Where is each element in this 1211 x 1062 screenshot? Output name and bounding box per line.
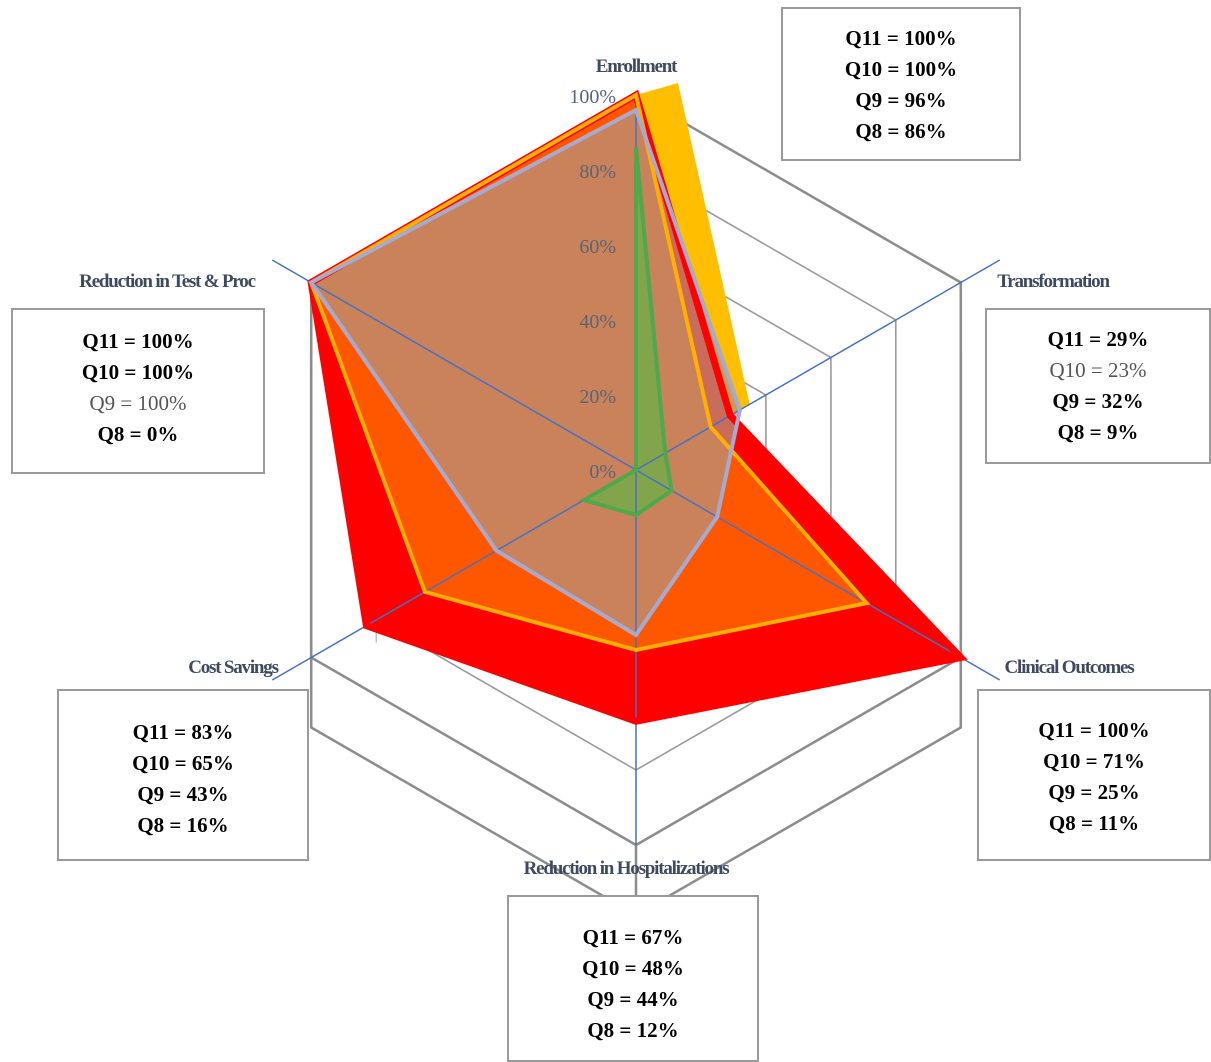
callout-line: Q11 = 100% bbox=[1038, 718, 1150, 742]
tick-label: 0% bbox=[589, 461, 616, 483]
spoke-line bbox=[635, 259, 1001, 471]
callout-clinical-outcomes: Q11 = 100% Q10 = 71% Q9 = 25% Q8 = 11% bbox=[977, 689, 1211, 861]
callout-line: Q8 = 9% bbox=[1057, 420, 1139, 444]
series-fill-q10-rim bbox=[636, 83, 750, 427]
callout-line: Q8 = 0% bbox=[97, 422, 179, 446]
callout-line: Q10 = 100% bbox=[81, 360, 195, 384]
callout-line: Q8 = 86% bbox=[855, 119, 947, 143]
axis-label: Cost Savings bbox=[188, 657, 278, 678]
axis-label: Transformation bbox=[997, 271, 1110, 292]
callout-line: Q10 = 48% bbox=[582, 956, 684, 980]
axis-label: Reduction in Test & Proc bbox=[79, 271, 255, 292]
radar-series-lines bbox=[307, 89, 968, 725]
callout-line: Q8 = 12% bbox=[587, 1018, 679, 1042]
callout-line: Q9 = 25% bbox=[1048, 780, 1140, 804]
tick-label: 60% bbox=[579, 236, 616, 258]
axis-label: Clinical Outcomes bbox=[1005, 657, 1135, 678]
tick-label: 20% bbox=[579, 386, 616, 408]
axis-label: Enrollment bbox=[596, 56, 678, 77]
callout-line: Q11 = 100% bbox=[845, 26, 957, 50]
radar-tick-labels: 0% 20% 40% 60% 80% 100% bbox=[569, 86, 616, 483]
callout-cost-savings: Q11 = 83% Q10 = 65% Q9 = 43% Q8 = 16% bbox=[57, 689, 309, 861]
radar-axis-labels: Enrollment Transformation Clinical Outcome… bbox=[79, 56, 1135, 879]
callout-line: Q11 = 29% bbox=[1047, 327, 1149, 351]
callout-line: Q10 = 23% bbox=[1049, 358, 1147, 382]
spoke-line bbox=[635, 469, 1001, 681]
tick-label: 80% bbox=[579, 161, 616, 183]
callout-line: Q9 = 44% bbox=[587, 987, 679, 1011]
callout-reduction-in-test-proc: Q11 = 100% Q10 = 100% Q9 = 100% Q8 = 0% bbox=[11, 308, 265, 474]
tick-label: 40% bbox=[579, 311, 616, 333]
callout-enrollment: Q11 = 100% Q10 = 100% Q9 = 96% Q8 = 86% bbox=[781, 7, 1021, 161]
callout-transformation: Q11 = 29% Q10 = 23% Q9 = 32% Q8 = 9% bbox=[985, 308, 1211, 464]
callout-line: Q9 = 96% bbox=[855, 88, 947, 112]
callout-line: Q8 = 11% bbox=[1048, 811, 1140, 835]
series-fill-q8 bbox=[584, 147, 672, 515]
callout-line: Q9 = 32% bbox=[1052, 389, 1144, 413]
axis-label: Reduction in Hospitalizations bbox=[524, 858, 730, 879]
series-line-q9 bbox=[308, 107, 742, 638]
callout-line: Q9 = 43% bbox=[137, 782, 229, 806]
callout-line: Q10 = 100% bbox=[844, 57, 958, 81]
callout-line: Q11 = 67% bbox=[582, 925, 684, 949]
callout-line: Q11 = 100% bbox=[82, 329, 194, 353]
callout-line: Q10 = 65% bbox=[132, 751, 234, 775]
callout-line: Q10 = 71% bbox=[1043, 749, 1145, 773]
callout-line: Q8 = 16% bbox=[137, 813, 229, 837]
spoke-line bbox=[271, 469, 637, 681]
tick-label: 100% bbox=[569, 86, 616, 108]
spoke-line bbox=[271, 259, 637, 471]
callout-reduction-in-hospitalizations: Q11 = 67% Q10 = 48% Q9 = 44% Q8 = 12% bbox=[507, 895, 759, 1062]
series-line-q8 bbox=[578, 147, 674, 518]
callout-line: Q9 = 100% bbox=[89, 391, 187, 415]
callout-line: Q11 = 83% bbox=[132, 720, 234, 744]
